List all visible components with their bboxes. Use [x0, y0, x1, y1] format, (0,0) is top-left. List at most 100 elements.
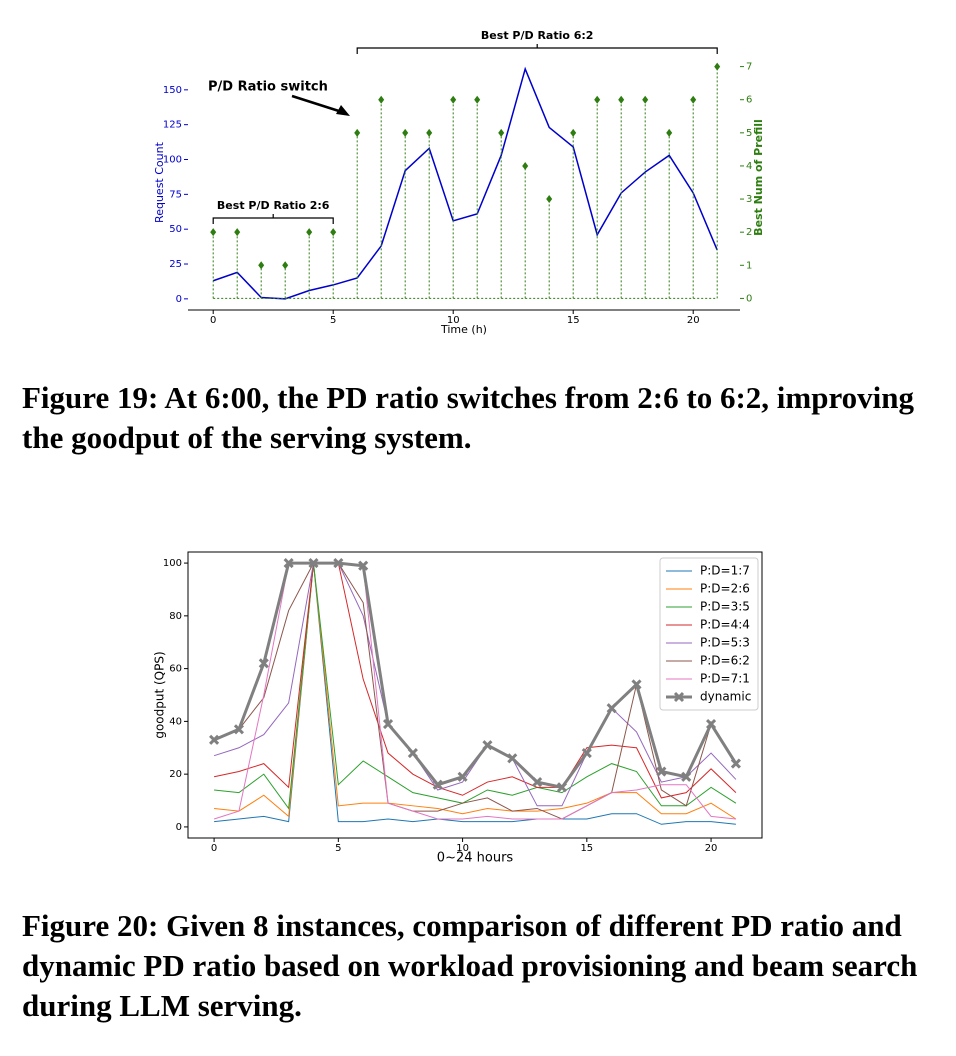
arrow-head: [336, 105, 350, 116]
stem-marker: [354, 128, 361, 137]
stem-marker: [498, 128, 505, 137]
series-marker: [283, 558, 294, 569]
x-tick-label: 10: [447, 315, 460, 326]
x-axis-label: Time (h): [440, 323, 487, 336]
y-tick-label: 125: [163, 120, 182, 131]
series-marker: [457, 771, 468, 782]
y-tick-label: 0: [176, 294, 182, 305]
series-marker: [482, 740, 493, 751]
y-tick-label: 100: [163, 558, 182, 569]
legend-marker: [673, 691, 685, 703]
series-marker: [581, 747, 592, 759]
x-tick-label: 15: [580, 843, 593, 854]
stem-marker: [714, 62, 721, 71]
legend-label: P:D=3:5: [700, 600, 750, 614]
stem-marker: [690, 95, 697, 104]
x-tick-label: 0: [210, 315, 216, 326]
legend-box: [659, 557, 759, 711]
series-marker: [358, 560, 369, 571]
series-line: [214, 563, 737, 810]
y-tick-label: 150: [163, 85, 182, 96]
bracket-label: Best P/D Ratio 2:6: [217, 199, 330, 212]
legend-label: P:D=2:6: [700, 582, 750, 596]
x-tick-label: 5: [330, 315, 336, 326]
bracket: [212, 214, 334, 224]
stem-marker: [282, 261, 289, 270]
y-tick-label: 25: [169, 259, 182, 270]
y-axis-label: goodput (QPS): [153, 651, 167, 738]
x-axis-label: 0~24 hours: [437, 851, 514, 866]
stem-marker: [618, 95, 625, 104]
bracket-label: Best P/D Ratio 6:2: [481, 29, 594, 42]
series-marker: [308, 558, 319, 569]
caption: Figure 20: Given 8 instances, comparison…: [22, 908, 918, 1023]
y-tick-label: 100: [163, 155, 182, 166]
y-tick-label: 50: [169, 224, 182, 235]
series-line: [213, 562, 737, 807]
x-tick-label: 15: [567, 315, 580, 326]
y2-tick-label: 5: [746, 128, 752, 139]
stem-marker: [642, 95, 649, 104]
series-marker: [656, 766, 667, 777]
arrow-shaft: [291, 94, 343, 114]
y-axis-label: Request Count: [153, 141, 166, 223]
legend-label: P:D=1:7: [700, 564, 750, 578]
stem-marker: [378, 95, 385, 104]
series-marker: [730, 758, 741, 769]
y2-tick-label: 2: [746, 227, 752, 238]
y2-tick-label: 1: [746, 260, 752, 271]
series-line: [213, 561, 738, 790]
stem-marker: [402, 128, 409, 137]
x-tick-label: 5: [335, 843, 341, 854]
series-marker: [507, 753, 518, 764]
legend-label: P:D=4:4: [700, 618, 750, 632]
stem-marker: [330, 228, 337, 237]
bracket: [356, 44, 718, 54]
plot-frame: [187, 551, 763, 839]
y2-tick-label: 3: [746, 194, 752, 205]
series-marker: [382, 718, 394, 730]
caption: Figure 19: At 6:00, the PD ratio switche…: [22, 380, 914, 455]
x-tick-label: 10: [456, 843, 469, 854]
series-line: [213, 562, 737, 799]
series-line: [212, 66, 718, 300]
series-marker: [606, 703, 617, 714]
legend-label: dynamic: [700, 690, 751, 704]
stem-marker: [666, 128, 673, 137]
series-marker: [532, 777, 543, 788]
stem-marker: [450, 95, 457, 104]
legend-label: P:D=6:2: [700, 654, 750, 668]
y2-tick-label: 0: [746, 293, 752, 304]
stem-marker: [546, 195, 553, 204]
stem-marker: [522, 161, 529, 170]
y-tick-label: 80: [169, 611, 182, 622]
y2-tick-label: 4: [746, 161, 752, 172]
series-marker: [258, 658, 269, 669]
y-tick-label: 20: [169, 769, 182, 780]
y-tick-label: 40: [169, 716, 182, 727]
series-marker: [681, 771, 692, 782]
series-marker: [432, 779, 443, 790]
y2-axis-label: Best Num of Prefill: [752, 119, 765, 236]
y-tick-label: 60: [169, 664, 182, 675]
stem-marker: [306, 228, 313, 237]
series-marker: [233, 724, 244, 735]
stem-marker: [474, 95, 481, 104]
series-line: [214, 563, 737, 820]
series-marker: [407, 747, 418, 759]
stem-marker: [258, 261, 265, 270]
y2-tick-label: 7: [746, 62, 752, 73]
stem-marker: [570, 128, 577, 137]
stem-marker: [210, 228, 217, 237]
stem-marker: [594, 95, 601, 104]
legend-label: P:D=7:1: [700, 672, 750, 686]
y-tick-label: 75: [169, 189, 182, 200]
series-line: [213, 562, 737, 820]
y2-tick-label: 6: [746, 95, 752, 106]
series-marker: [706, 718, 717, 730]
stem-marker: [426, 128, 433, 137]
y-tick-label: 0: [176, 822, 182, 833]
stem-marker: [234, 228, 241, 237]
